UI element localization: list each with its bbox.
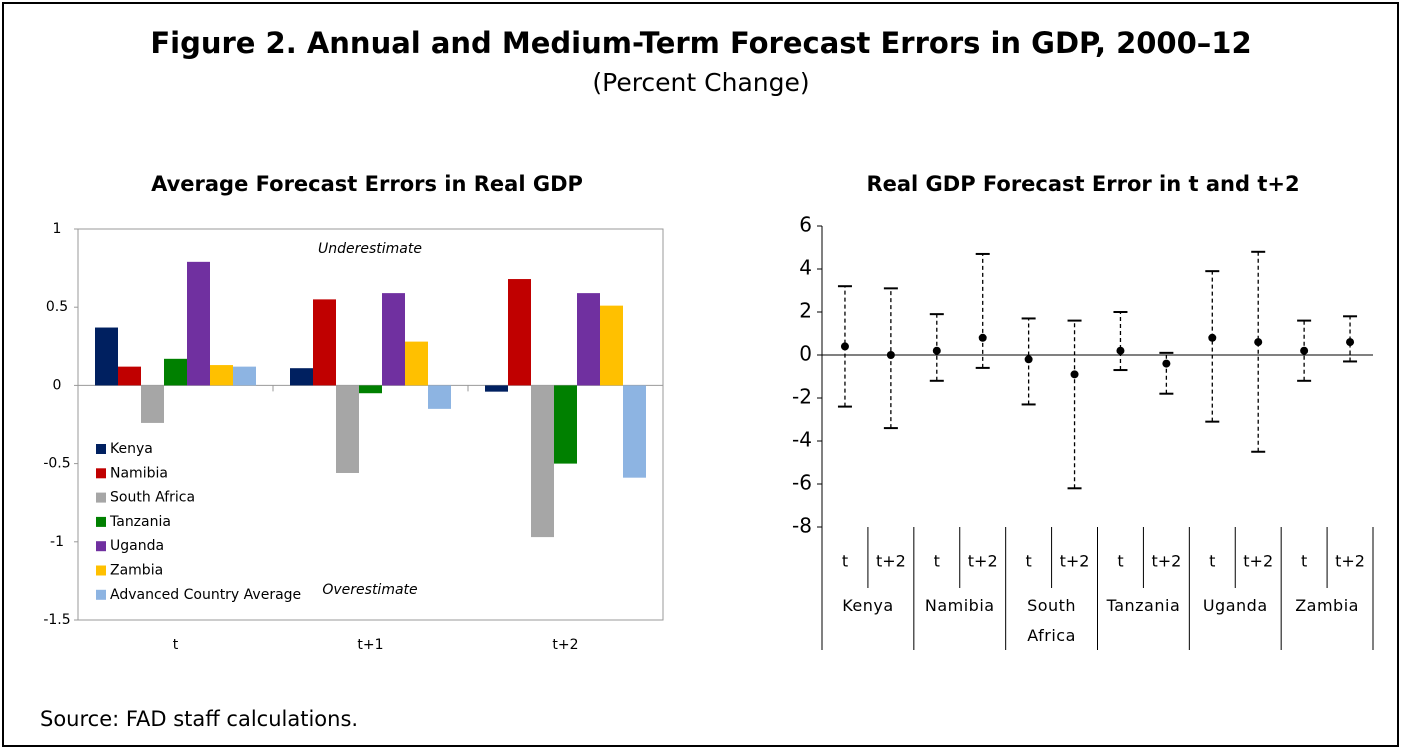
legend-swatch: [96, 541, 106, 552]
bar: [508, 279, 531, 386]
bar: [187, 261, 210, 386]
point: [1254, 338, 1263, 347]
y-tick-label: -6: [792, 471, 812, 495]
legend-swatch: [96, 468, 106, 479]
x-tick-label: t+2: [1335, 552, 1365, 571]
point: [1116, 346, 1125, 355]
figure-title: Figure 2. Annual and Medium-Term Forecas…: [150, 26, 1251, 60]
x-tick-label: t+2: [876, 552, 906, 571]
bar: [531, 385, 554, 538]
bar: [290, 368, 313, 386]
legend-label: Tanzania: [109, 514, 171, 530]
bar: [382, 293, 405, 386]
bar: [233, 366, 256, 386]
bar: [577, 293, 600, 386]
plot-frame: [77, 228, 664, 621]
y-tick-label: 6: [799, 213, 812, 237]
bar: [600, 305, 623, 386]
legend-label: Zambia: [110, 563, 163, 579]
y-tick-label: 4: [799, 256, 812, 280]
group-label: Kenya: [842, 596, 894, 615]
legend-swatch: [96, 589, 106, 600]
legend-label: Advanced Country Average: [110, 587, 301, 603]
chart-title: Real GDP Forecast Error in t and t+2: [866, 172, 1299, 196]
bar: [336, 385, 359, 473]
y-tick-label: -2: [792, 385, 812, 409]
point: [978, 333, 987, 342]
bar: [405, 341, 428, 386]
y-tick-label: 2: [799, 299, 812, 323]
bar: [313, 299, 336, 386]
bar: [95, 327, 118, 386]
bar: [210, 365, 233, 386]
y-tick-label: 0.5: [46, 299, 68, 315]
group-label: Uganda: [1202, 596, 1268, 615]
y-tick-label: 1: [53, 221, 62, 237]
legend-label: South Africa: [110, 490, 195, 506]
legend-label: Namibia: [110, 465, 168, 481]
point: [1024, 355, 1033, 364]
annotation: Underestimate: [318, 241, 422, 257]
x-tick-label: t: [842, 552, 848, 571]
bar: [359, 385, 382, 394]
bar: [164, 358, 187, 386]
x-tick-label: t+1: [357, 637, 383, 653]
point: [1208, 333, 1217, 342]
x-tick-label: t+2: [1151, 552, 1181, 571]
x-tick-label: t: [173, 637, 179, 653]
bar: [554, 385, 577, 464]
legend-swatch: [96, 516, 106, 527]
point: [1070, 370, 1079, 379]
bar: [623, 385, 646, 478]
source: Source: FAD staff calculations.: [40, 707, 358, 731]
x-tick-label: t: [1209, 552, 1215, 571]
group-label: South Africa: [1027, 596, 1077, 645]
y-tick-label: 0: [53, 377, 62, 393]
x-tick-label: t+2: [1060, 552, 1090, 571]
figure-subtitle: (Percent Change): [592, 68, 809, 97]
annotation: Overestimate: [322, 582, 417, 598]
y-tick-label: -4: [792, 428, 812, 452]
x-tick-label: t+2: [1243, 552, 1273, 571]
legend-label: Kenya: [110, 441, 153, 457]
legend-swatch: [96, 565, 106, 576]
group-label: Tanzania: [1106, 596, 1181, 615]
bar: [428, 385, 451, 409]
point: [886, 351, 895, 359]
x-tick-label: t: [1301, 552, 1307, 571]
point: [1162, 359, 1171, 368]
chart-title: Average Forecast Errors in Real GDP: [151, 172, 583, 196]
point: [932, 346, 941, 355]
bar: [485, 385, 508, 392]
y-tick-label: 0: [799, 342, 812, 366]
x-tick-label: t+2: [968, 552, 998, 571]
x-tick-label: t+2: [552, 637, 578, 653]
y-tick-label: -0.5: [43, 456, 70, 472]
point: [840, 342, 849, 351]
point: [1300, 346, 1309, 355]
x-tick-label: t: [934, 552, 940, 571]
y-tick-label: -1.5: [43, 612, 70, 628]
y-tick-label: -1: [50, 534, 64, 550]
legend-swatch: [96, 492, 106, 503]
x-tick-label: t: [1117, 552, 1123, 571]
group-label: Namibia: [924, 596, 995, 615]
legend-label: Uganda: [110, 538, 164, 554]
bar: [118, 366, 141, 386]
x-tick-label: t: [1025, 552, 1031, 571]
legend-swatch: [96, 444, 106, 454]
group-label: Zambia: [1295, 596, 1359, 615]
point: [1346, 338, 1355, 347]
bar: [141, 385, 164, 423]
y-tick-label: -8: [792, 514, 812, 538]
